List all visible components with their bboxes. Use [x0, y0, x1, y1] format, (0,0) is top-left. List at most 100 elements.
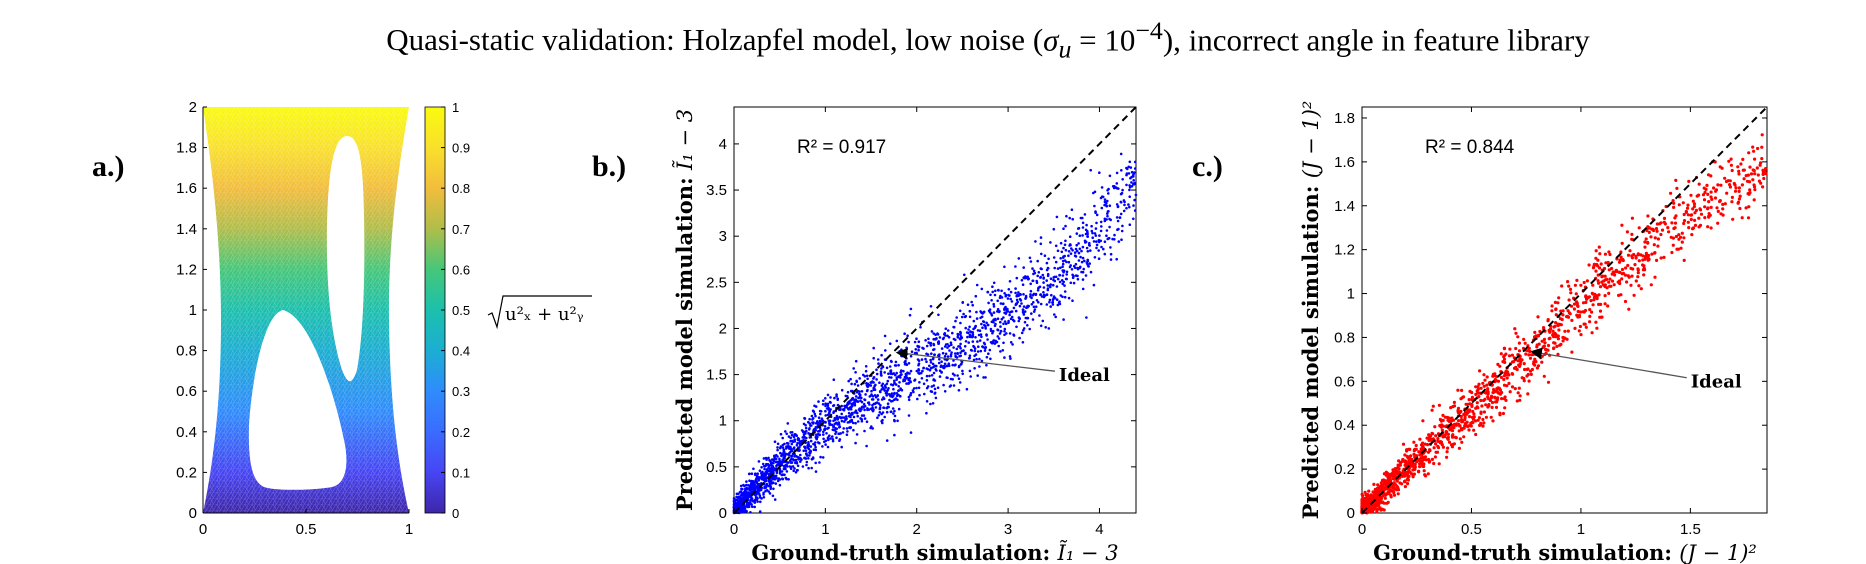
scatter-point	[808, 427, 811, 430]
scatter-point	[895, 378, 898, 381]
scatter-point	[889, 410, 893, 414]
scatter-point	[854, 371, 857, 374]
scatter-point	[1120, 229, 1124, 233]
scatter-point	[894, 373, 897, 377]
ytick-label: 1	[719, 413, 727, 430]
scatter-point	[1643, 245, 1647, 249]
scatter-point	[1115, 216, 1119, 219]
scatter-point	[766, 463, 770, 466]
panel-a-ytick-label: 0.4	[176, 424, 197, 441]
scatter-point	[1756, 173, 1760, 177]
scatter-point	[1133, 198, 1136, 202]
scatter-point	[776, 448, 779, 452]
scatter-point	[1130, 170, 1134, 174]
scatter-point	[1728, 183, 1732, 187]
scatter-point	[1081, 278, 1085, 281]
scatter-point	[841, 408, 845, 411]
scatter-point	[909, 431, 913, 434]
scatter-point	[833, 418, 837, 422]
scatter-point	[758, 469, 762, 473]
scatter-point	[772, 471, 775, 475]
scatter-point	[1075, 232, 1079, 235]
scatter-point	[1046, 284, 1049, 287]
scatter-point	[891, 383, 895, 387]
scatter-point	[1011, 343, 1014, 346]
scatter-point	[803, 417, 807, 420]
scatter-point	[1532, 360, 1536, 364]
scatter-point	[1647, 230, 1651, 234]
scatter-point	[1670, 250, 1674, 255]
panel-c-r2: R² = 0.844	[1425, 137, 1515, 158]
scatter-point	[968, 354, 972, 358]
scatter-point	[871, 427, 874, 430]
scatter-point	[744, 493, 747, 497]
scatter-point	[809, 450, 812, 453]
scatter-point	[1081, 221, 1085, 225]
scatter-point	[845, 406, 848, 409]
scatter-point	[1620, 272, 1624, 276]
scatter-point	[792, 469, 795, 473]
scatter-point	[1601, 283, 1605, 287]
scatter-point	[991, 285, 994, 289]
panel-b-ylabel: Predicted model simulation: Ĩ₁ − 3	[672, 109, 697, 511]
scatter-point	[881, 411, 885, 414]
scatter-point	[956, 335, 960, 339]
scatter-point	[1065, 270, 1069, 274]
scatter-point	[1485, 375, 1489, 379]
scatter-point	[1523, 367, 1527, 372]
scatter-point	[900, 388, 904, 392]
scatter-point	[762, 493, 765, 496]
scatter-point	[1518, 364, 1522, 368]
scatter-point	[1598, 285, 1603, 289]
scatter-point	[1046, 266, 1050, 270]
scatter-point	[784, 430, 787, 433]
scatter-point	[836, 403, 840, 407]
scatter-point	[981, 345, 984, 348]
scatter-point	[1528, 349, 1532, 354]
scatter-point	[864, 369, 868, 373]
scatter-point	[1372, 482, 1376, 486]
scatter-point	[992, 305, 996, 308]
scatter-point	[947, 364, 951, 368]
scatter-point	[948, 349, 951, 352]
scatter-point	[1551, 329, 1555, 333]
scatter-point	[1026, 324, 1029, 327]
scatter-point	[1376, 483, 1380, 487]
scatter-point	[1460, 440, 1464, 444]
scatter-point	[772, 475, 775, 479]
scatter-point	[1498, 364, 1502, 368]
scatter-point	[1460, 388, 1464, 392]
panel-a-ytick-label: 1.8	[176, 140, 197, 157]
scatter-point	[962, 312, 965, 316]
scatter-point	[1022, 266, 1025, 269]
scatter-point	[1510, 360, 1515, 364]
scatter-point	[949, 384, 953, 387]
scatter-point	[932, 342, 935, 346]
scatter-point	[1061, 265, 1064, 269]
scatter-point	[917, 340, 921, 344]
scatter-point	[1625, 230, 1629, 234]
scatter-point	[1656, 244, 1660, 248]
scatter-point	[1692, 204, 1696, 209]
scatter-point	[1384, 493, 1388, 497]
scatter-point	[855, 411, 858, 415]
scatter-point	[887, 372, 890, 376]
scatter-point	[892, 387, 895, 391]
scatter-point	[1076, 277, 1080, 281]
scatter-point	[992, 319, 995, 322]
scatter-point	[924, 357, 927, 361]
scatter-point	[802, 449, 805, 453]
scatter-point	[1579, 283, 1583, 287]
scatter-point	[961, 301, 965, 304]
scatter-point	[1432, 446, 1436, 450]
panel-a-ytick-label: 0.8	[176, 343, 197, 360]
scatter-point	[1032, 272, 1035, 276]
scatter-point	[793, 455, 796, 458]
panel-a-ytick-label: 1	[189, 302, 197, 319]
scatter-point	[1103, 240, 1107, 243]
scatter-point	[1476, 418, 1480, 422]
scatter-point	[889, 371, 893, 374]
scatter-point	[1457, 446, 1461, 450]
scatter-point	[765, 483, 768, 487]
scatter-point	[1027, 304, 1030, 308]
